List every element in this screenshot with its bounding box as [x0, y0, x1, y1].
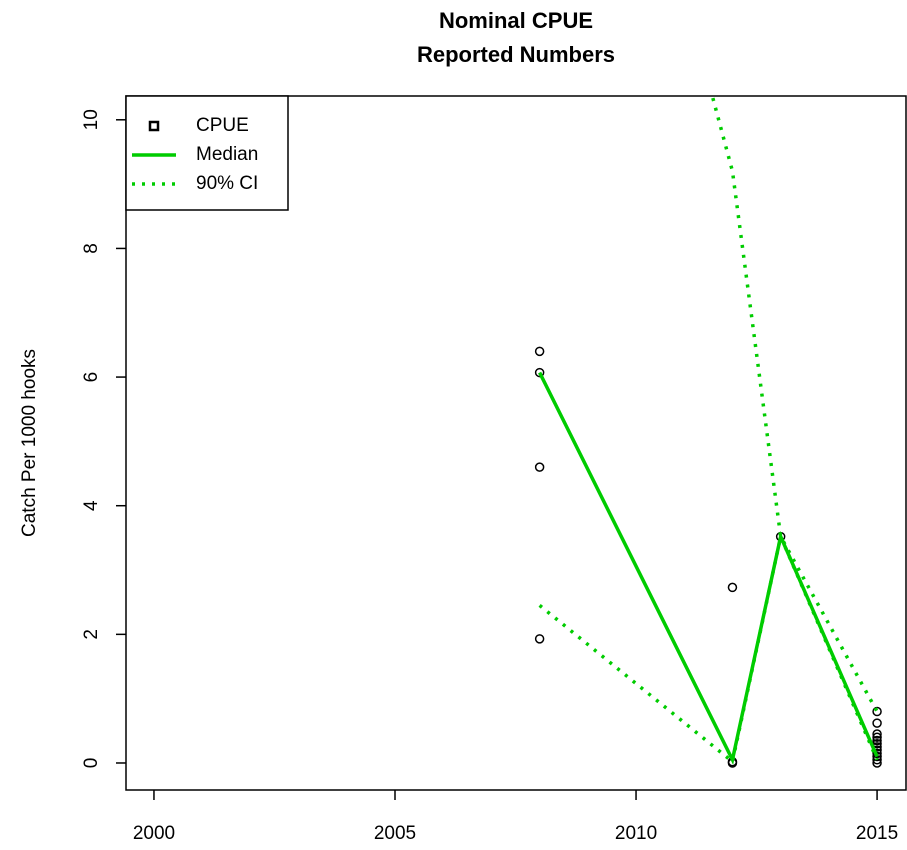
legend-marker [148, 120, 160, 132]
point [727, 582, 738, 593]
point [534, 367, 545, 378]
plot-frame [125, 95, 907, 791]
point [534, 462, 545, 472]
y-tick-label: 8 [81, 243, 102, 254]
x-tick-label: 2005 [374, 823, 416, 844]
chart-subtitle: Reported Numbers [417, 42, 615, 67]
point [534, 346, 545, 357]
y-tick-label: 2 [81, 629, 102, 640]
plot-area [534, 96, 882, 768]
y-tick-label: 10 [81, 109, 102, 130]
point [872, 718, 882, 728]
point [872, 729, 882, 739]
legend-label: Median [196, 144, 258, 165]
point [534, 634, 545, 644]
legend-box [125, 95, 289, 211]
chart-title: Nominal CPUE [439, 8, 593, 33]
legend-label: CPUE [196, 115, 249, 136]
y-axis-label: Catch Per 1000 hooks [19, 349, 40, 537]
x-tick-label: 2010 [615, 823, 657, 844]
point [872, 748, 882, 759]
x-tick-label: 2015 [856, 823, 898, 844]
y-tick-label: 0 [81, 758, 102, 769]
line-values [538, 371, 879, 766]
point [872, 706, 882, 717]
y-tick-label: 4 [81, 500, 102, 511]
y-tick-label: 6 [81, 372, 102, 383]
line-lower [538, 530, 879, 765]
point [872, 735, 882, 746]
point [872, 732, 882, 743]
line-upper [710, 96, 879, 713]
x-tick-label: 2000 [133, 823, 175, 844]
legend-label: 90% CI [196, 173, 258, 194]
